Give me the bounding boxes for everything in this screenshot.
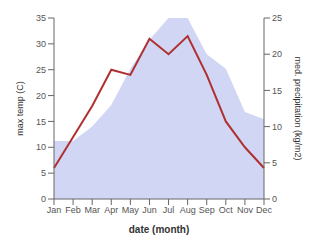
svg-text:10: 10 [272, 122, 282, 132]
svg-text:Mar: Mar [84, 205, 100, 215]
svg-text:May: May [122, 205, 140, 215]
svg-text:15: 15 [272, 86, 282, 96]
svg-text:Oct: Oct [219, 205, 234, 215]
svg-text:30: 30 [36, 39, 46, 49]
svg-text:25: 25 [36, 65, 46, 75]
svg-text:med. precipitation (kg/m2): med. precipitation (kg/m2) [293, 56, 303, 160]
svg-text:5: 5 [272, 158, 277, 168]
svg-text:20: 20 [272, 49, 282, 59]
svg-text:Feb: Feb [65, 205, 81, 215]
svg-text:Aug: Aug [180, 205, 196, 215]
svg-text:Jan: Jan [47, 205, 62, 215]
svg-text:Nov: Nov [237, 205, 254, 215]
svg-text:0: 0 [41, 194, 46, 204]
svg-text:35: 35 [36, 13, 46, 23]
svg-text:Apr: Apr [104, 205, 118, 215]
svg-text:Jul: Jul [163, 205, 175, 215]
svg-text:20: 20 [36, 91, 46, 101]
svg-text:Dec: Dec [256, 205, 273, 215]
svg-text:5: 5 [41, 168, 46, 178]
svg-text:max temp (C): max temp (C) [15, 81, 25, 136]
svg-text:10: 10 [36, 142, 46, 152]
svg-text:date (month): date (month) [129, 224, 190, 235]
svg-text:15: 15 [36, 117, 46, 127]
svg-text:Sep: Sep [199, 205, 215, 215]
svg-text:25: 25 [272, 13, 282, 23]
svg-text:0: 0 [272, 194, 277, 204]
svg-text:Jun: Jun [142, 205, 157, 215]
